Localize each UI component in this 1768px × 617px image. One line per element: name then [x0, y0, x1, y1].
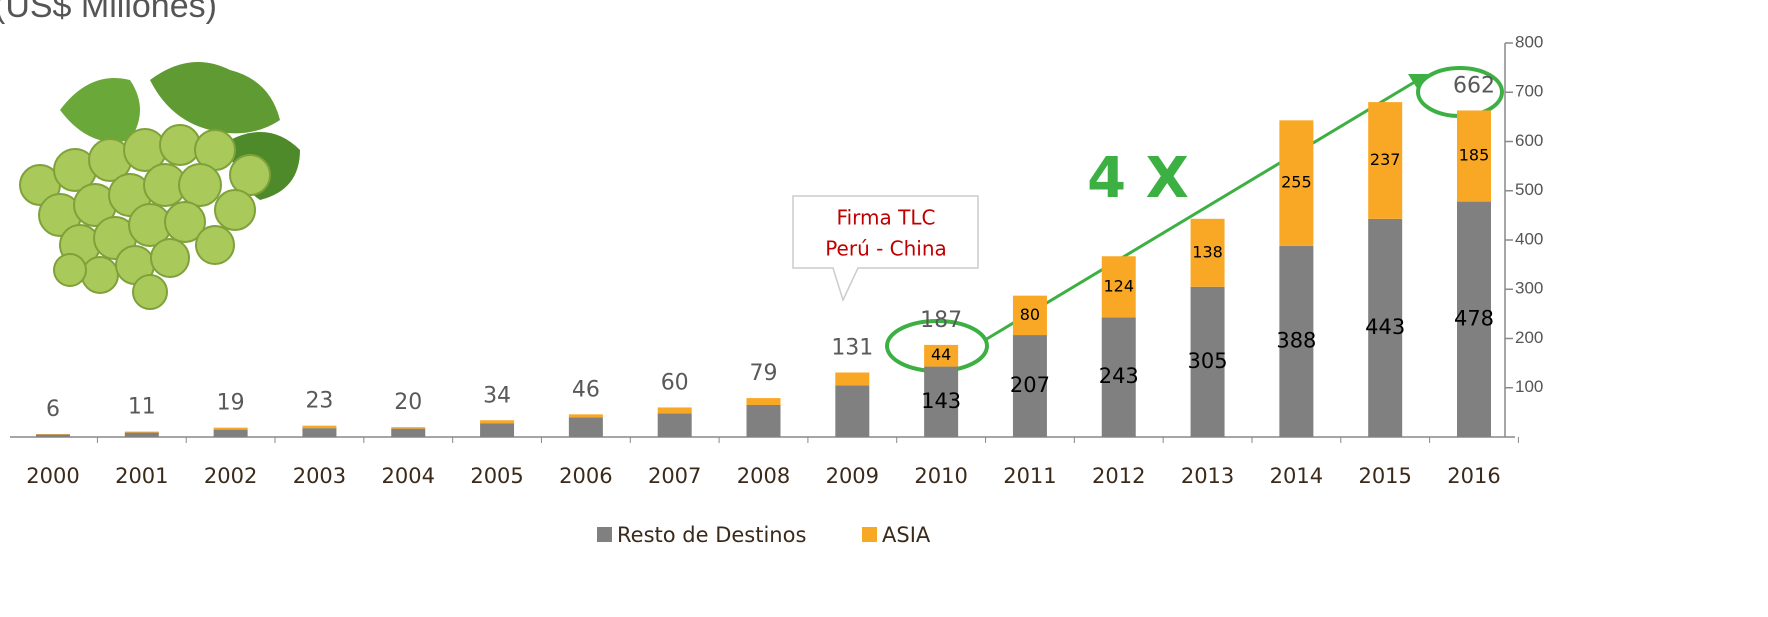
- x-tick-label: 2012: [1092, 464, 1145, 488]
- total-label: 131: [831, 335, 873, 360]
- bar-segment: [658, 407, 692, 413]
- bar-segment: [480, 420, 514, 423]
- x-tick-label: 2014: [1270, 464, 1323, 488]
- bar-segment: [658, 413, 692, 437]
- total-label: 23: [305, 389, 333, 414]
- total-label: 19: [217, 391, 245, 416]
- x-tick-label: 2007: [648, 464, 701, 488]
- legend-swatch: [597, 527, 612, 542]
- bar-segment: [569, 417, 603, 437]
- total-label: 60: [661, 370, 689, 395]
- total-label: 6: [46, 397, 60, 422]
- y-tick-label: 300: [1515, 279, 1543, 298]
- total-label: 662: [1453, 73, 1495, 98]
- total-label: 20: [394, 390, 422, 415]
- data-label: 255: [1281, 173, 1312, 192]
- y-tick-label: 200: [1515, 328, 1543, 347]
- bar-segment: [125, 432, 159, 433]
- data-label: 80: [1020, 305, 1040, 324]
- total-label: 34: [483, 383, 511, 408]
- callout-text: Firma TLC: [837, 206, 936, 230]
- bar-segment: [391, 427, 425, 428]
- chart: (US$ Millones) Firma TLC Perú - China 4 …: [0, 0, 1768, 617]
- data-label: 305: [1188, 349, 1228, 373]
- x-tick-label: 2010: [914, 464, 967, 488]
- x-tick-label: 2009: [826, 464, 879, 488]
- chart-title: (US$ Millones): [0, 0, 217, 25]
- data-label: 138: [1192, 242, 1223, 261]
- bar-segment: [480, 423, 514, 437]
- bar-segment: [747, 398, 781, 405]
- x-tick-label: 2004: [382, 464, 435, 488]
- bar-segment: [569, 414, 603, 417]
- x-tick-label: 2016: [1447, 464, 1500, 488]
- x-tick-label: 2008: [737, 464, 790, 488]
- legend-label: Resto de Destinos: [617, 523, 806, 547]
- y-tick-label: 800: [1515, 32, 1543, 51]
- y-tick-label: 600: [1515, 131, 1543, 150]
- total-label: 187: [920, 308, 962, 333]
- bar-segment: [214, 430, 248, 437]
- total-label: 46: [572, 377, 600, 402]
- data-label: 443: [1365, 315, 1405, 339]
- data-label: 207: [1010, 373, 1050, 397]
- bar-segment: [391, 429, 425, 437]
- bar-segment: [36, 435, 70, 437]
- data-label: 478: [1454, 306, 1494, 330]
- y-tick-label: 500: [1515, 180, 1543, 199]
- bar-segment: [302, 428, 336, 437]
- y-tick-label: 100: [1515, 377, 1543, 396]
- x-tick-label: 2013: [1181, 464, 1234, 488]
- x-tick-label: 2015: [1358, 464, 1411, 488]
- data-label: 44: [931, 345, 951, 364]
- bar-segment: [835, 372, 869, 385]
- data-label: 185: [1459, 146, 1490, 165]
- legend-swatch: [862, 527, 877, 542]
- x-tick-label: 2000: [26, 464, 79, 488]
- data-label: 237: [1370, 150, 1401, 169]
- growth-label: 4 X: [1087, 146, 1189, 211]
- x-tick-label: 2001: [115, 464, 168, 488]
- x-tick-label: 2011: [1003, 464, 1056, 488]
- y-tick-label: 400: [1515, 229, 1543, 248]
- bar-segment: [835, 385, 869, 437]
- y-tick-label: 700: [1515, 82, 1543, 101]
- data-label: 143: [921, 389, 961, 413]
- x-tick-label: 2002: [204, 464, 257, 488]
- callout: Firma TLC Perú - China: [793, 196, 978, 300]
- bar-segment: [302, 426, 336, 428]
- data-label: 124: [1103, 276, 1134, 295]
- callout-text: Perú - China: [825, 237, 947, 261]
- data-label: 388: [1276, 328, 1316, 352]
- x-tick-label: 2005: [470, 464, 523, 488]
- x-tick-label: 2003: [293, 464, 346, 488]
- grapes-illustration: [20, 62, 300, 309]
- data-label: 243: [1099, 364, 1139, 388]
- bar-segment: [214, 428, 248, 430]
- total-label: 11: [128, 395, 156, 420]
- x-tick-label: 2006: [559, 464, 612, 488]
- legend-label: ASIA: [882, 523, 931, 547]
- total-label: 79: [750, 361, 778, 386]
- bar-segment: [747, 405, 781, 437]
- bar-segment: [125, 433, 159, 437]
